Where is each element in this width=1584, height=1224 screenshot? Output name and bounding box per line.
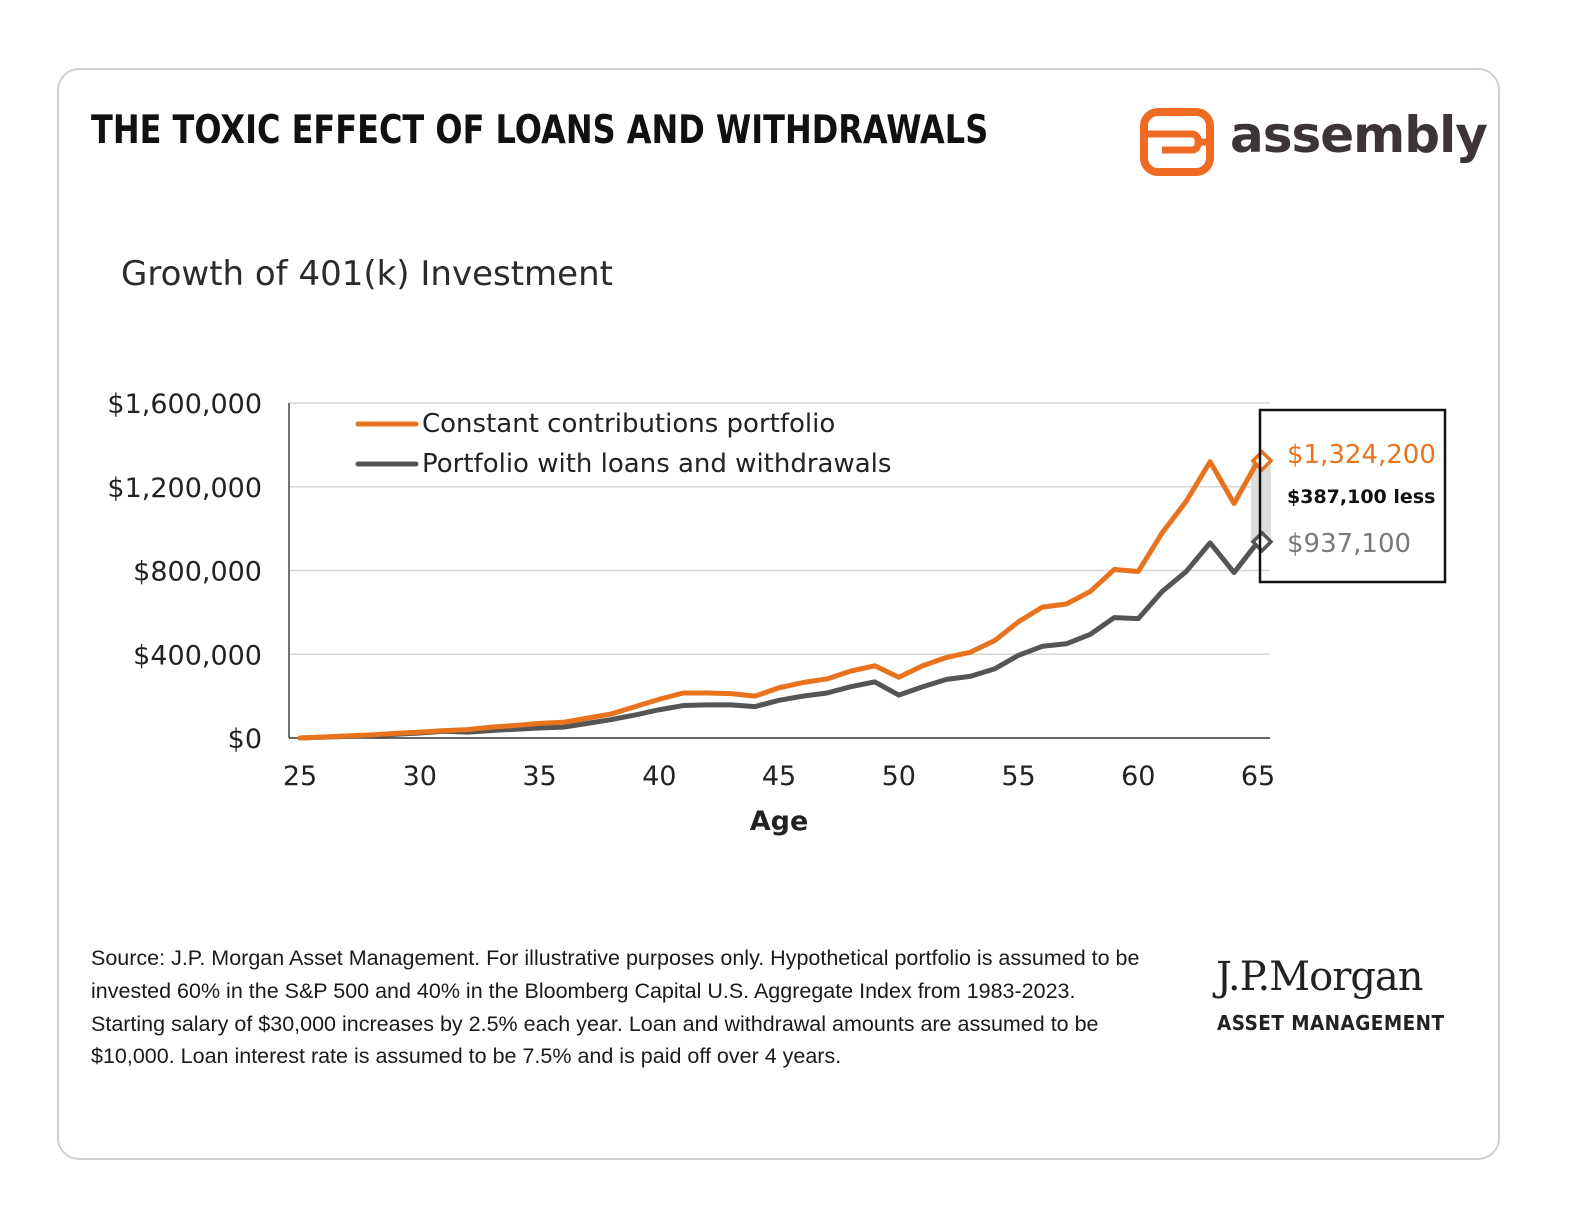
brand-logo: assembly <box>1138 104 1488 180</box>
y-tick-label: $1,600,000 <box>107 389 262 420</box>
jpmorgan-logo-subtitle: ASSET MANAGEMENT <box>1217 1011 1445 1035</box>
x-tick-label: 60 <box>1121 761 1155 792</box>
legend-item-constant-label: Constant contributions portfolio <box>422 409 835 439</box>
x-tick-label: 35 <box>522 761 556 792</box>
end-marker-loans <box>1250 530 1274 554</box>
y-tick-label: $1,200,000 <box>107 473 262 504</box>
chart-title: Growth of 401(k) Investment <box>121 254 613 294</box>
brand-name: assembly <box>1230 106 1488 164</box>
annotation-constant-value: $1,324,200 <box>1287 440 1436 470</box>
x-tick-label: 55 <box>1001 761 1035 792</box>
x-tick-label: 25 <box>283 761 317 792</box>
annotation-loans-value: $937,100 <box>1287 529 1411 559</box>
end-marker-constant <box>1250 449 1274 473</box>
annotation-difference: $387,100 less <box>1287 486 1435 508</box>
x-axis-label: Age <box>750 806 809 837</box>
series-line-constant-contributions <box>297 458 1261 741</box>
x-tick-label: 65 <box>1241 761 1275 792</box>
jpmorgan-logo-name: J.P.Morgan <box>1216 954 1424 1000</box>
y-tick-label: $0 <box>228 724 262 755</box>
infographic-card <box>57 68 1500 1160</box>
x-tick-label: 40 <box>642 761 676 792</box>
page-title: THE TOXIC EFFECT OF LOANS AND WITHDRAWAL… <box>91 108 989 153</box>
annotation-box <box>1258 408 1447 584</box>
y-tick-label: $800,000 <box>133 557 262 588</box>
legend-item-loans-label: Portfolio with loans and withdrawals <box>422 449 891 479</box>
x-tick-label: 30 <box>403 761 437 792</box>
assembly-logo-icon <box>1140 108 1214 176</box>
source-note: Source: J.P. Morgan Asset Management. Fo… <box>91 946 1140 1069</box>
y-tick-label: $400,000 <box>133 640 262 671</box>
x-tick-label: 50 <box>882 761 916 792</box>
x-tick-label: 45 <box>762 761 796 792</box>
